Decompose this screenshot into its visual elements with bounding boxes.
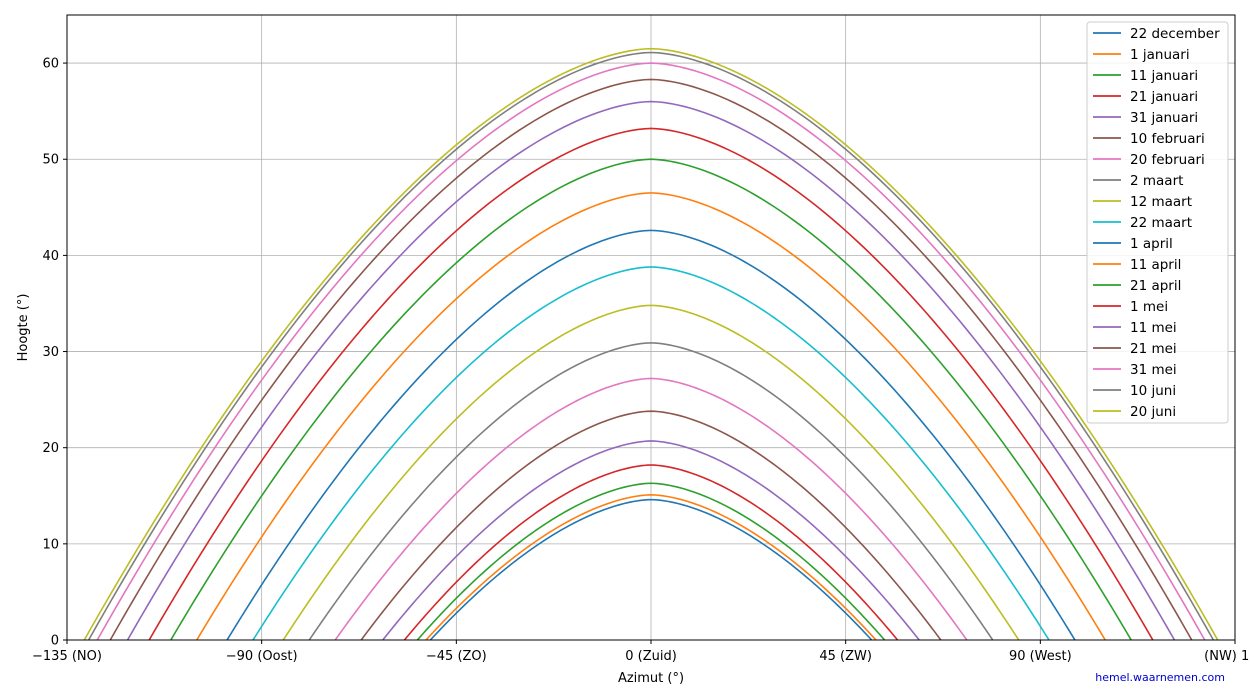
y-tick-label: 60 [42, 57, 59, 72]
legend-label: 12 maart [1130, 194, 1192, 210]
series-line-13 [169, 158, 1133, 640]
legend-label: 11 januari [1130, 68, 1198, 84]
series-line-19 [83, 47, 1219, 640]
legend-label: 22 december [1130, 26, 1220, 42]
y-tick-label: 0 [51, 634, 59, 649]
series-line-12 [195, 192, 1107, 640]
series-line-10 [252, 266, 1050, 640]
y-tick-label: 30 [42, 345, 59, 360]
x-tick-label: −135 (NO) [32, 649, 102, 664]
y-tick-label: 20 [42, 441, 59, 456]
series-line-9 [282, 304, 1020, 640]
legend-label: 1 april [1130, 236, 1173, 252]
x-tick-label: (NW) 135 [1204, 649, 1250, 664]
series-line-8 [308, 342, 994, 640]
credit-text: hemel.waarnemen.com [1095, 671, 1225, 684]
x-tick-label: 0 (Zuid) [625, 649, 677, 664]
legend-label: 21 januari [1130, 89, 1198, 105]
y-axis-label: Hoogte (°) [16, 294, 31, 362]
legend-label: 2 maart [1130, 173, 1183, 189]
legend-label: 10 februari [1130, 131, 1205, 147]
series-line-3 [416, 482, 886, 640]
series-line-17 [96, 62, 1206, 640]
series-line-2 [424, 494, 878, 640]
x-tick-label: 90 (West) [1009, 649, 1072, 664]
legend-label: 31 mei [1130, 362, 1177, 378]
legend-label: 10 juni [1130, 383, 1176, 399]
series-line-18 [87, 51, 1215, 640]
legend-label: 31 januari [1130, 110, 1198, 126]
series-line-5 [381, 440, 921, 640]
x-tick-label: −90 (Oost) [226, 649, 298, 664]
series-line-16 [109, 78, 1193, 640]
y-tick-label: 10 [42, 537, 59, 552]
legend-label: 11 mei [1130, 320, 1177, 336]
series-line-15 [126, 100, 1176, 640]
legend-label: 11 april [1130, 257, 1181, 273]
legend-label: 21 april [1130, 278, 1181, 294]
series-line-4 [403, 464, 899, 640]
legend-box [1086, 21, 1229, 424]
legend-label: 22 maart [1130, 215, 1192, 231]
y-tick-label: 50 [42, 153, 59, 168]
series-line-14 [148, 127, 1154, 640]
legend-label: 1 januari [1130, 47, 1190, 63]
legend-label: 20 februari [1130, 152, 1205, 168]
x-tick-label: −45 (ZO) [426, 649, 487, 664]
series-line-6 [360, 410, 942, 640]
x-tick-label: 45 (ZW) [819, 649, 872, 664]
series-line-7 [334, 377, 968, 640]
series-line-1 [429, 498, 873, 640]
series-group [83, 47, 1219, 640]
y-tick-label: 40 [42, 249, 59, 264]
legend-label: 20 juni [1130, 404, 1176, 420]
series-line-11 [226, 229, 1076, 640]
legend-label: 1 mei [1130, 299, 1168, 315]
legend-label: 21 mei [1130, 341, 1177, 357]
x-axis-label: Azimut (°) [618, 671, 684, 686]
